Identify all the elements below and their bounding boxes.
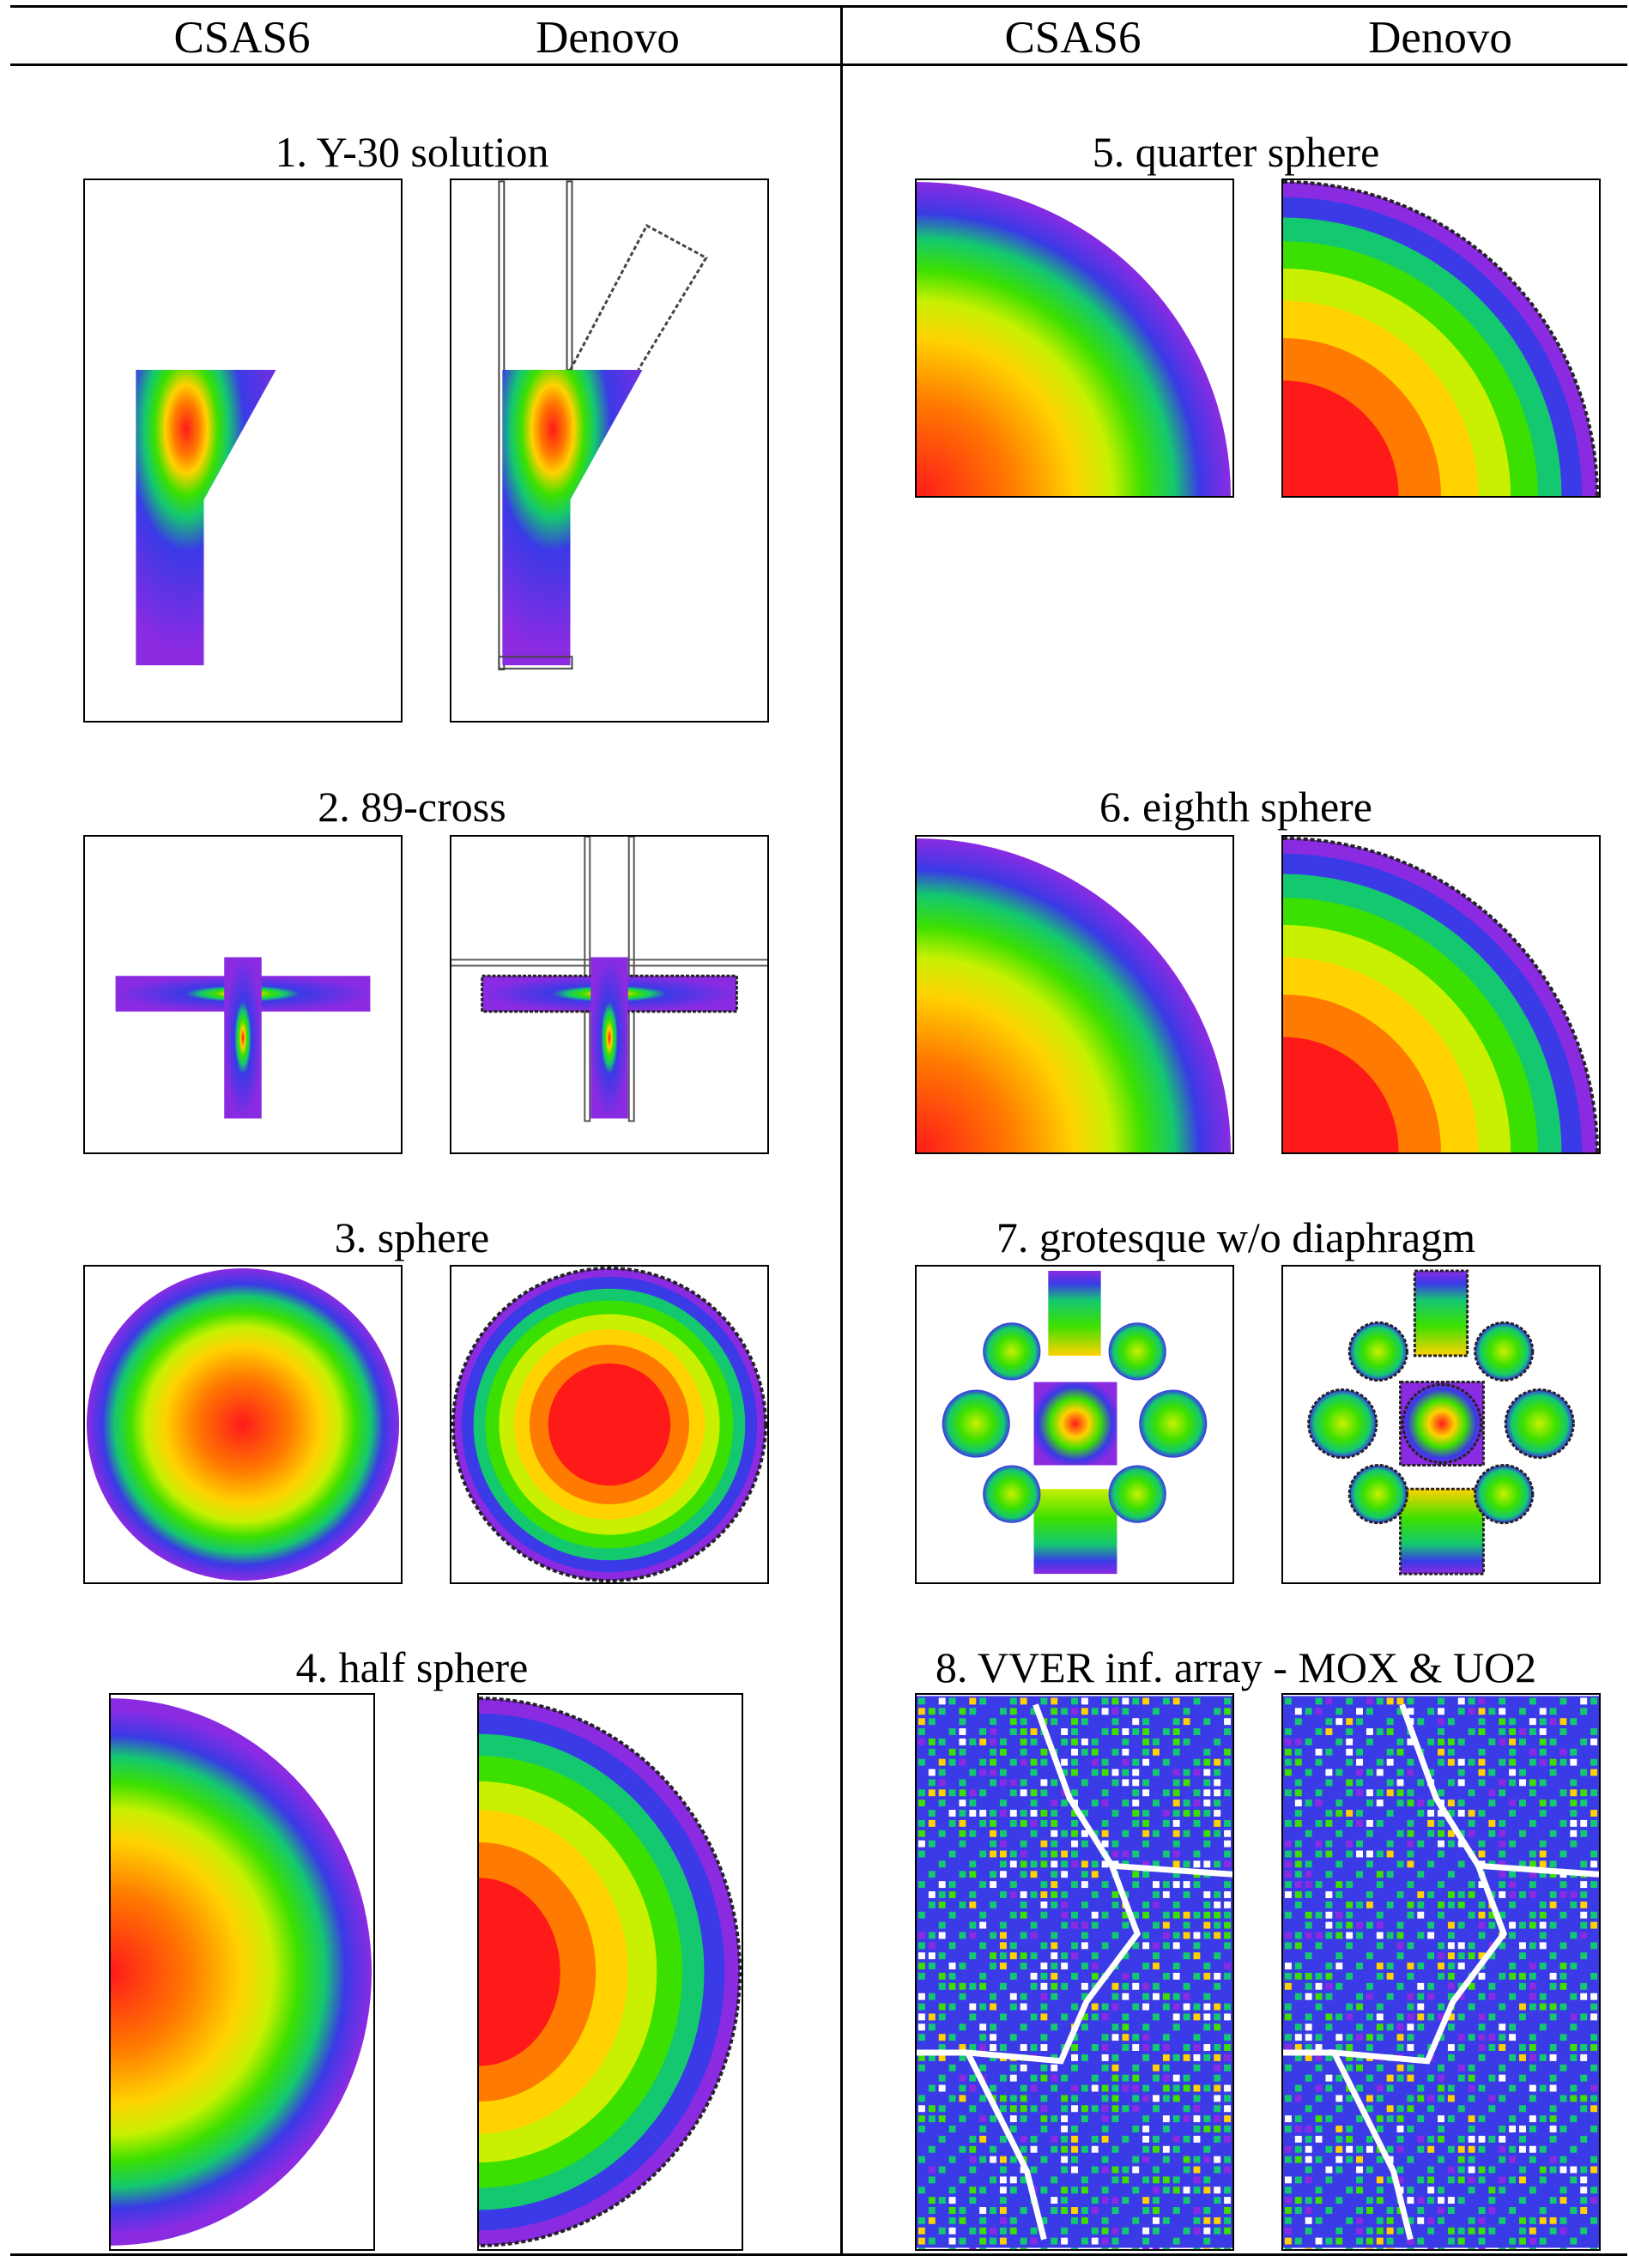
case-7-denovo-plot — [1307, 1269, 1575, 1576]
case-6-csas6-plot — [917, 838, 1232, 1152]
case-2-denovo-panel — [450, 835, 769, 1154]
case-3-denovo-plot — [451, 1267, 767, 1582]
case-1-denovo-panel — [450, 178, 769, 723]
case-3-csas6-plot — [86, 1267, 400, 1582]
case-7-denovo-panel — [1281, 1265, 1601, 1584]
caption-case-5: 5. quarter sphere — [1092, 128, 1380, 176]
case-1-csas6-plot — [136, 370, 276, 666]
case-1-csas6-panel — [83, 178, 403, 723]
case-7-csas6-plot — [942, 1270, 1208, 1575]
column-divider — [840, 5, 843, 2256]
case-8-denovo-panel — [1281, 1693, 1601, 2251]
case-8-denovo-plot — [1283, 1696, 1599, 2249]
header-right-denovo: Denovo — [1368, 13, 1512, 63]
caption-case-2: 2. 89-cross — [318, 783, 506, 831]
case-3-csas6-panel — [83, 1265, 403, 1584]
case-6-denovo-panel — [1281, 835, 1601, 1154]
bottom-rule — [10, 2253, 1627, 2256]
header-left-denovo: Denovo — [536, 13, 680, 63]
case-8-csas6-plot — [917, 1696, 1232, 2249]
case-2-denovo-plot — [451, 837, 767, 1122]
case-2-csas6-plot — [115, 957, 371, 1119]
case-5-denovo-plot — [1283, 180, 1599, 496]
top-rule — [10, 5, 1627, 8]
case-4-denovo-panel — [477, 1693, 743, 2251]
header-left-csas6: CSAS6 — [173, 13, 311, 63]
case-5-denovo-panel — [1281, 178, 1601, 498]
caption-case-6: 6. eighth sphere — [1099, 783, 1372, 831]
caption-case-4: 4. half sphere — [295, 1643, 529, 1691]
case-4-csas6-plot — [111, 1698, 372, 2246]
caption-case-8: 8. VVER inf. array - MOX & UO2 — [935, 1643, 1537, 1691]
caption-case-3: 3. sphere — [334, 1213, 490, 1261]
header-rule — [10, 64, 1627, 66]
case-5-csas6-panel — [915, 178, 1234, 498]
case-6-denovo-plot — [1283, 837, 1599, 1152]
case-5-csas6-plot — [917, 181, 1232, 496]
caption-case-1: 1. Y-30 solution — [275, 128, 549, 176]
case-8-csas6-panel — [915, 1693, 1234, 2251]
case-4-csas6-panel — [109, 1693, 375, 2251]
case-1-denovo-plot — [498, 180, 708, 671]
caption-case-7: 7. grotesque w/o diaphragm — [996, 1213, 1476, 1261]
case-6-csas6-panel — [915, 835, 1234, 1154]
case-2-csas6-panel — [83, 835, 403, 1154]
case-3-denovo-panel — [450, 1265, 769, 1584]
case-7-csas6-panel — [915, 1265, 1234, 1584]
header-right-csas6: CSAS6 — [1004, 13, 1142, 63]
case-4-denovo-plot — [479, 1696, 742, 2247]
